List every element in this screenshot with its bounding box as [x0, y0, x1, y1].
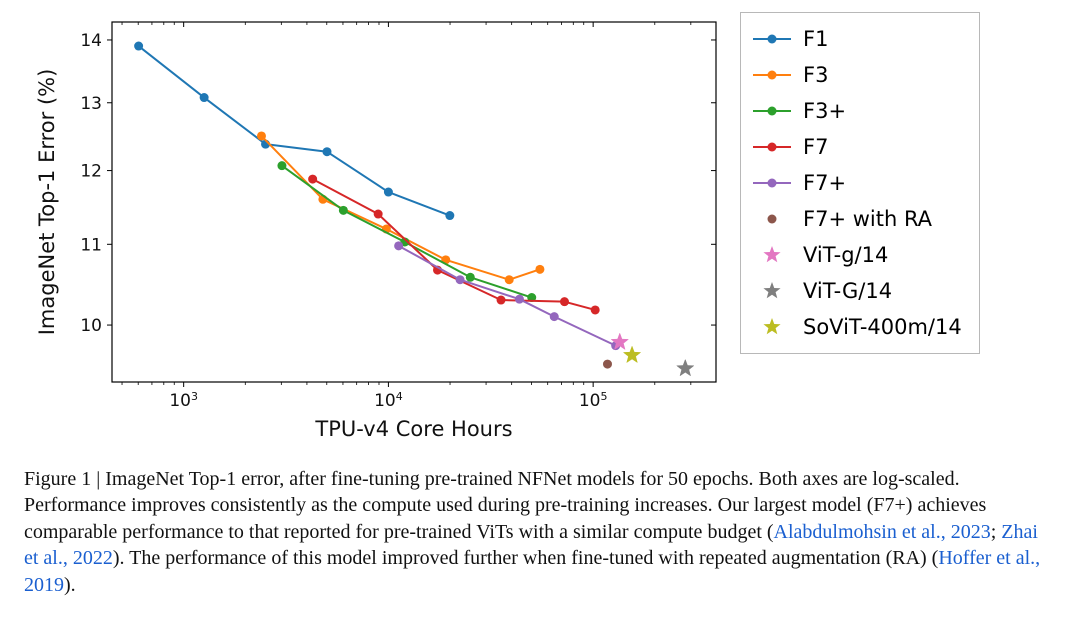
figure-container: 103 104 105 10 11 12 13 14 TPU-v4 Core Hours Imag… [0, 0, 1080, 621]
svg-text:13: 13 [80, 94, 102, 114]
legend-item: F7 [751, 129, 965, 165]
svg-text:ImageNet Top-1 Error (%): ImageNet Top-1 Error (%) [35, 69, 59, 336]
svg-text:10: 10 [80, 316, 102, 336]
legend-item: F7+ with RA [751, 201, 965, 237]
legend-label: F1 [803, 29, 828, 50]
legend-swatch [751, 281, 793, 301]
figure-caption: Figure 1 | ImageNet Top-1 error, after f… [24, 466, 1056, 598]
legend-swatch [751, 317, 793, 337]
legend-swatch [751, 137, 793, 157]
legend-item: ViT-G/14 [751, 273, 965, 309]
caption-prefix: Figure 1 | [24, 468, 105, 490]
svg-text:104: 104 [374, 390, 403, 412]
caption-body3: ). [64, 574, 76, 596]
chart-svg: 103 104 105 10 11 12 13 14 TPU-v4 Core Hours Imag… [24, 12, 724, 452]
legend-item: F3+ [751, 93, 965, 129]
legend-item: ViT-g/14 [751, 237, 965, 273]
legend-item: SoViT-400m/14 [751, 309, 965, 345]
legend-swatch [751, 101, 793, 121]
legend: F1 F3 F3+ F7 F7+ F7+ with RA ViT-g/14 ViT-G/14 S… [740, 12, 980, 354]
caption-sep1: ; [991, 521, 1002, 543]
svg-text:105: 105 [579, 390, 608, 412]
svg-text:14: 14 [80, 31, 102, 51]
legend-label: F3+ [803, 101, 846, 122]
legend-label: ViT-G/14 [803, 281, 892, 302]
legend-swatch [751, 173, 793, 193]
legend-item: F3 [751, 57, 965, 93]
legend-label: F3 [803, 65, 828, 86]
legend-swatch [751, 29, 793, 49]
svg-text:103: 103 [169, 390, 198, 412]
legend-label: F7 [803, 137, 828, 158]
legend-label: ViT-g/14 [803, 245, 888, 266]
legend-swatch [751, 65, 793, 85]
citation-link-1[interactable]: Alabdulmohsin et al., 2023 [774, 521, 991, 543]
svg-text:12: 12 [80, 162, 102, 182]
legend-item: F1 [751, 21, 965, 57]
legend-item: F7+ [751, 165, 965, 201]
legend-swatch [751, 209, 793, 229]
figure-row: 103 104 105 10 11 12 13 14 TPU-v4 Core Hours Imag… [24, 12, 1056, 452]
svg-text:TPU-v4 Core Hours: TPU-v4 Core Hours [314, 417, 512, 441]
svg-text:11: 11 [80, 235, 102, 255]
legend-label: F7+ [803, 173, 846, 194]
legend-label: SoViT-400m/14 [803, 317, 962, 338]
caption-body2: ). The performance of this model improve… [113, 547, 938, 569]
chart-area: 103 104 105 10 11 12 13 14 TPU-v4 Core Hours Imag… [24, 12, 724, 452]
legend-label: F7+ with RA [803, 209, 932, 230]
legend-swatch [751, 245, 793, 265]
